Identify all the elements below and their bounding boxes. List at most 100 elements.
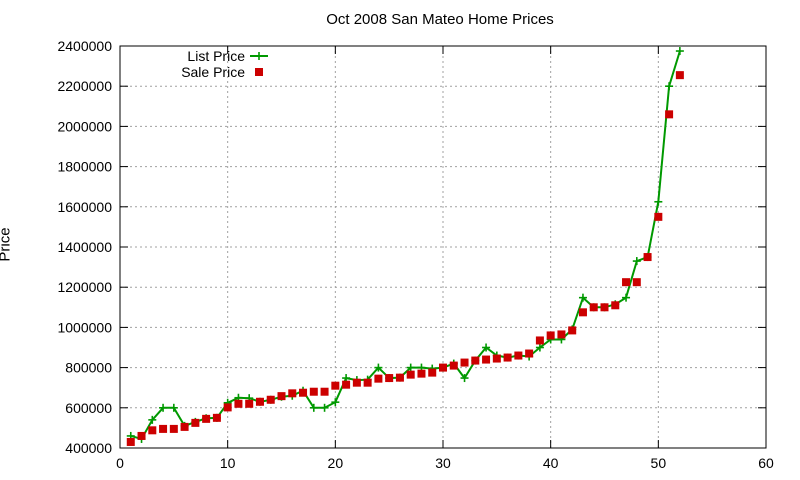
sale-price-point	[159, 424, 168, 433]
sale-price-point	[342, 380, 351, 389]
sale-price-point	[471, 356, 480, 365]
sale-price-point	[406, 370, 415, 379]
sale-price-point	[546, 331, 555, 340]
sale-price-point	[191, 418, 200, 427]
list-price-point	[331, 398, 340, 407]
axis-ticks: 400000 600000 800000 1000000 1200000 1400000 1…	[57, 38, 774, 471]
sale-price-point	[266, 395, 275, 404]
sale-price-point	[255, 397, 264, 406]
x-tick-label: 20	[328, 455, 344, 471]
list-price-point	[406, 363, 415, 372]
sale-price-point	[439, 363, 447, 372]
x-tick-label: 30	[435, 455, 451, 471]
sale-price-point	[352, 378, 361, 387]
list-price-point	[622, 293, 631, 302]
sale-price-point	[632, 278, 641, 287]
sale-price-point	[600, 303, 609, 312]
list-price-point	[309, 403, 318, 412]
x-tick-label: 50	[651, 455, 667, 471]
sale-price-point	[535, 336, 544, 345]
sale-price-point	[611, 301, 620, 310]
sale-price-point	[525, 349, 534, 358]
y-tick-label: 400000	[65, 440, 112, 456]
sale-price-point	[514, 351, 523, 360]
sale-price-point	[288, 389, 297, 398]
list-price-point	[169, 403, 178, 412]
sale-price-point	[643, 253, 652, 262]
list-price-point	[148, 415, 157, 424]
list-price-point	[320, 403, 329, 412]
list-price-point	[460, 374, 469, 383]
list-price-point	[675, 47, 684, 56]
sale-price-point	[460, 358, 469, 367]
sale-price-point	[223, 403, 232, 412]
list-price-point	[535, 343, 544, 352]
x-tick-label: 40	[543, 455, 559, 471]
sale-price-point	[363, 378, 372, 387]
sale-price-point	[234, 399, 243, 408]
y-tick-label: 1600000	[57, 199, 112, 215]
x-tick-label: 0	[116, 455, 124, 471]
y-tick-label: 800000	[65, 360, 112, 376]
sale-price-point	[202, 414, 211, 423]
list-price-point	[482, 343, 491, 352]
list-price-line	[130, 50, 681, 441]
sale-price-point	[385, 374, 394, 383]
y-tick-label: 2400000	[57, 38, 112, 54]
sale-price-point	[417, 369, 426, 378]
series	[126, 47, 684, 446]
sale-price-point	[665, 110, 674, 119]
y-tick-label: 1400000	[57, 239, 112, 255]
x-tick-label: 60	[758, 455, 774, 471]
sale-price-point	[320, 387, 329, 396]
sale-price-point	[212, 413, 221, 422]
sale-price-point	[169, 424, 178, 433]
sale-price-point	[299, 388, 308, 397]
list-price-point	[159, 403, 168, 412]
list-price-point	[374, 363, 383, 372]
sale-price-point	[331, 381, 340, 390]
sale-price-point	[309, 387, 318, 396]
sale-price-point	[277, 392, 286, 401]
sale-price-point	[557, 330, 566, 339]
x-tick-label: 10	[220, 455, 236, 471]
sale-price-point	[503, 353, 512, 362]
legend-label: Sale Price	[181, 64, 245, 80]
sale-price-point	[126, 437, 135, 446]
sale-price-point	[492, 354, 501, 363]
sale-price-point	[428, 368, 437, 377]
y-tick-label: 600000	[65, 400, 112, 416]
legend-marker	[255, 68, 263, 76]
sale-price-point	[622, 278, 631, 287]
sale-price-point	[482, 355, 491, 364]
list-price-point	[654, 197, 663, 206]
sale-price-point	[449, 361, 458, 370]
sale-price-point	[137, 431, 146, 440]
series-list-price	[126, 47, 684, 443]
series-sale-price	[126, 71, 684, 446]
chart-title: Oct 2008 San Mateo Home Prices	[326, 11, 554, 28]
sale-price-point	[578, 308, 587, 317]
legend-marker	[255, 52, 263, 60]
legend-label: List Price	[187, 48, 245, 64]
sale-price-point	[395, 373, 404, 382]
y-tick-label: 1200000	[57, 279, 112, 295]
y-tick-label: 1000000	[57, 319, 112, 335]
grid	[120, 46, 766, 448]
sale-price-point	[148, 426, 157, 435]
sale-price-point	[589, 303, 598, 312]
sale-price-point	[568, 326, 577, 335]
sale-price-point	[245, 399, 254, 408]
list-price-point	[578, 293, 587, 302]
y-tick-label: 2200000	[57, 78, 112, 94]
sale-price-point	[675, 71, 684, 80]
y-tick-label: 2000000	[57, 118, 112, 134]
y-tick-label: 1800000	[57, 159, 112, 175]
list-price-point	[632, 257, 641, 266]
list-price-point	[665, 82, 674, 91]
sale-price-point	[374, 374, 383, 383]
sale-price-point	[654, 212, 663, 221]
sale-price-point	[180, 422, 189, 431]
